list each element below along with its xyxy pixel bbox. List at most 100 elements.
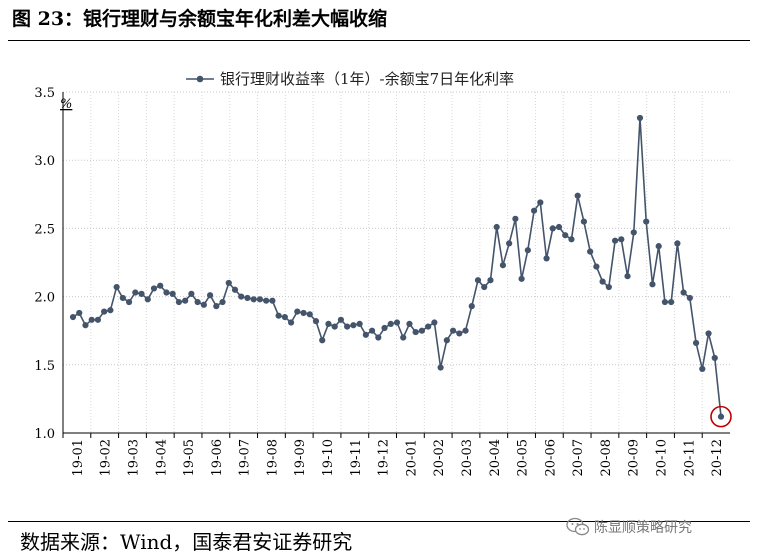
data-point — [325, 320, 332, 327]
data-point — [157, 282, 164, 289]
data-point — [250, 296, 257, 303]
data-point — [119, 294, 126, 302]
x-tick-label: 19-04 — [154, 439, 169, 476]
data-point — [319, 337, 326, 344]
data-point — [668, 298, 675, 306]
data-point — [680, 289, 687, 296]
data-point — [132, 289, 139, 296]
x-tick-label: 20-05 — [516, 439, 531, 476]
wechat-icon — [566, 517, 590, 536]
title-divider — [8, 40, 750, 41]
x-tick-label: 19-03 — [126, 439, 141, 476]
series-group — [69, 114, 732, 428]
data-point — [674, 240, 681, 247]
data-point — [69, 313, 77, 321]
x-tick-label: 19-11 — [349, 439, 364, 476]
data-point — [393, 319, 401, 326]
data-point — [624, 273, 631, 280]
x-tick-label: 20-06 — [543, 439, 558, 476]
data-point — [686, 294, 693, 302]
data-point — [368, 327, 376, 334]
data-point — [213, 303, 220, 310]
highlight-circle — [710, 405, 732, 428]
data-point — [82, 322, 89, 329]
data-point — [487, 277, 494, 284]
data-point — [636, 114, 644, 122]
data-point — [244, 294, 251, 302]
axes — [62, 92, 730, 438]
data-point — [443, 337, 450, 344]
data-point — [431, 319, 438, 326]
data-point — [449, 327, 457, 334]
data-point — [238, 293, 245, 300]
data-point — [175, 298, 183, 306]
data-point — [387, 320, 394, 327]
data-point — [599, 278, 606, 285]
data-point — [113, 283, 120, 291]
data-point — [512, 215, 519, 222]
data-point — [337, 316, 345, 323]
figure-title: 图 23：银行理财与余额宝年化利差大幅收缩 — [12, 8, 388, 30]
data-point — [287, 319, 295, 326]
data-point — [300, 309, 307, 317]
legend: 银行理财收益率（1年）-余额宝7日年化利率 — [186, 70, 514, 88]
line-chart: % 1.0 1.5 2.0 2.5 3.0 3.5 19-01 19-02 19-03 19-0… — [34, 70, 732, 476]
data-point — [275, 312, 282, 319]
data-point — [661, 298, 669, 306]
y-axis-unit-label: % — [60, 97, 72, 112]
x-tick-label: 19-07 — [238, 439, 253, 476]
data-point — [618, 236, 625, 243]
y-tick-labels: 1.0 1.5 2.0 2.5 3.0 3.5 — [34, 86, 55, 442]
data-point — [362, 331, 369, 338]
data-point — [163, 289, 170, 296]
x-tick-label: 20-12 — [710, 439, 725, 476]
data-point — [263, 297, 270, 304]
x-tick-label: 19-12 — [377, 439, 392, 476]
y-tick-label: 1.5 — [34, 359, 55, 374]
data-point — [312, 318, 320, 325]
x-tick-label: 19-09 — [293, 439, 308, 476]
data-point — [568, 236, 575, 243]
data-point — [493, 223, 500, 231]
data-point — [375, 334, 382, 341]
y-tick-label: 2.5 — [34, 222, 55, 237]
data-point — [468, 303, 475, 310]
data-point — [456, 330, 463, 337]
x-tick-label: 19-05 — [182, 439, 197, 476]
x-tick-label: 19-01 — [71, 439, 86, 476]
data-point — [350, 322, 357, 329]
watermark: 陈显顺策略研究 — [566, 517, 692, 537]
x-tick-label: 19-02 — [99, 439, 114, 476]
data-point — [499, 262, 507, 269]
data-point — [88, 316, 95, 323]
y-tick-label: 3.0 — [34, 154, 55, 169]
data-point — [144, 296, 151, 303]
data-point — [150, 285, 158, 292]
x-tick-label: 20-08 — [599, 439, 614, 476]
data-point — [649, 281, 656, 288]
y-tick-label: 1.0 — [34, 427, 55, 442]
y-tick-label: 2.0 — [34, 291, 55, 306]
x-tick-label: 20-11 — [682, 439, 697, 476]
data-point — [605, 283, 612, 291]
data-point — [231, 286, 239, 293]
data-point — [630, 229, 637, 236]
data-point — [692, 339, 700, 347]
data-point — [225, 279, 232, 287]
data-point — [549, 225, 556, 232]
data-point — [524, 247, 531, 254]
source-divider — [8, 521, 750, 522]
y-tick-label: 3.5 — [34, 86, 55, 101]
data-point — [555, 223, 563, 231]
watermark-text: 陈显顺策略研究 — [594, 520, 692, 536]
data-point — [587, 248, 594, 255]
data-point — [593, 263, 600, 270]
x-tick-label: 20-03 — [460, 439, 475, 476]
x-tick-label: 19-08 — [265, 439, 280, 476]
data-point — [169, 290, 176, 297]
x-tick-label: 20-02 — [432, 439, 447, 476]
data-point — [194, 298, 201, 306]
data-point — [107, 307, 114, 314]
x-tick-labels: 19-01 19-02 19-03 19-04 19-05 19-06 19-07 19-08… — [71, 439, 725, 476]
data-point — [699, 365, 706, 372]
